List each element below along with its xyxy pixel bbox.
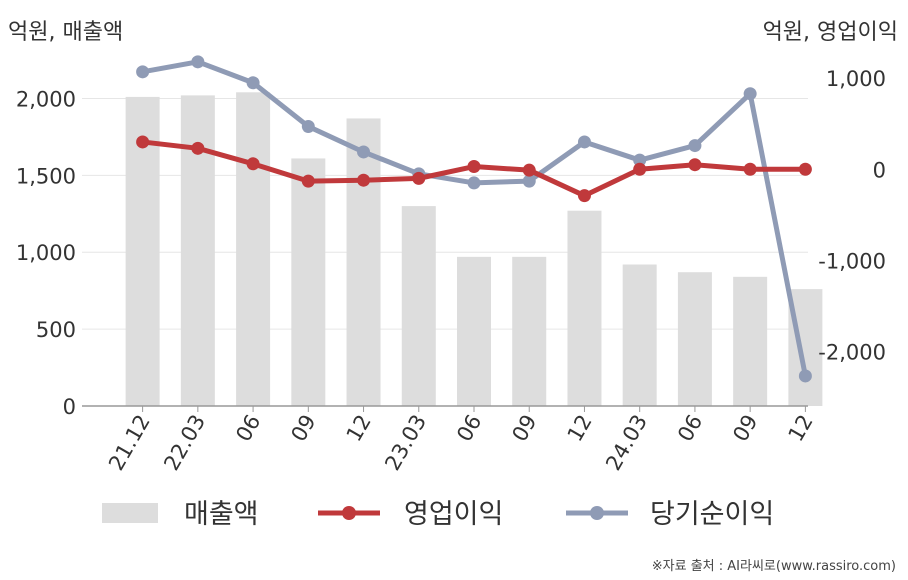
revenue-bar: [457, 256, 491, 406]
right-y-tick-label: -2,000: [818, 340, 886, 364]
legend-marker-net: [590, 506, 604, 520]
revenue-bar: [291, 158, 326, 406]
revenue-bar: [567, 210, 602, 406]
net-income-point: [301, 119, 315, 133]
legend-label-net: 당기순이익: [650, 499, 774, 530]
x-tick-label: 22.03: [159, 411, 210, 475]
left-y-tick-label: 0: [63, 395, 76, 419]
x-tick-labels: 21.12 22.03 06 09 12 23.03 06 09 12 24.03 06 09 12: [104, 411, 818, 475]
revenue-bars: [125, 92, 823, 407]
right-y-tick-label: 1,000: [826, 67, 886, 91]
legend: 매출액 영업이익 당기순이익: [102, 499, 774, 530]
x-tick-label: 24.03: [601, 411, 652, 475]
right-y-tick-label: -1,000: [818, 249, 886, 273]
source-note: ※자료 출처 : AI라씨로(www.rassiro.com): [651, 559, 896, 574]
x-tick-label: 09: [286, 411, 320, 446]
left-axis-unit: 억원, 매출액: [8, 20, 124, 45]
x-tick-label: 12: [563, 411, 597, 446]
x-tick-label: 06: [452, 411, 486, 446]
operating-profit-point: [467, 160, 481, 174]
net-income-point: [357, 145, 371, 159]
x-tick-label: 23.03: [380, 411, 431, 475]
net-income-point: [136, 65, 150, 79]
net-income-point: [633, 153, 647, 167]
operating-profit-point: [136, 135, 150, 149]
operating-profit-point: [246, 157, 260, 171]
profit-lines: [136, 55, 812, 383]
net-income-point: [688, 139, 702, 153]
revenue-bar: [622, 264, 657, 406]
revenue-bar: [512, 256, 547, 406]
legend-marker-operating: [342, 506, 356, 520]
net-income-point: [798, 369, 812, 383]
net-income-point: [191, 55, 205, 69]
operating-profit-point: [357, 173, 371, 187]
net-income-point: [743, 87, 757, 101]
right-axis-unit: 억원, 영업이익: [762, 20, 898, 45]
x-tick-label: 06: [673, 411, 707, 446]
left-y-tick-label: 1,000: [16, 241, 76, 265]
operating-profit-point: [633, 162, 647, 176]
legend-swatch-revenue: [102, 503, 158, 523]
operating-profit-point: [798, 162, 812, 176]
x-tick-label: 09: [728, 411, 762, 446]
legend-label-revenue: 매출액: [184, 499, 259, 530]
operating-profit-point: [743, 162, 757, 176]
right-y-axis: -2,000 -1,000 0 1,000: [818, 67, 886, 364]
revenue-bar: [236, 92, 271, 406]
left-y-axis: 0 500 1,000 1,500 2,000: [16, 87, 76, 419]
x-tick-label: 06: [231, 411, 265, 446]
revenue-bar: [677, 272, 712, 406]
legend-label-operating: 영업이익: [404, 499, 503, 530]
net-income-point: [577, 135, 591, 149]
net-income-point: [246, 76, 260, 90]
left-y-tick-label: 1,500: [16, 164, 76, 188]
operating-profit-point: [191, 141, 205, 155]
operating-profit-point: [301, 174, 315, 188]
operating-profit-point: [688, 158, 702, 172]
net-income-point: [467, 176, 481, 190]
revenue-bar: [401, 206, 436, 406]
revenue-bar: [733, 276, 768, 406]
revenue-bar: [346, 118, 381, 407]
x-tick-label: 12: [342, 411, 376, 446]
left-y-tick-label: 2,000: [16, 87, 76, 111]
operating-profit-point: [522, 163, 536, 177]
x-tick-label: 12: [784, 411, 818, 446]
x-tick-label: 21.12: [104, 411, 155, 475]
x-tick-label: 09: [507, 411, 541, 446]
operating-profit-point: [577, 189, 591, 203]
right-y-tick-label: 0: [873, 158, 886, 182]
net-income-point: [522, 174, 536, 188]
left-y-tick-label: 500: [36, 318, 76, 342]
x-axis: [82, 405, 808, 412]
operating-profit-point: [412, 171, 426, 185]
